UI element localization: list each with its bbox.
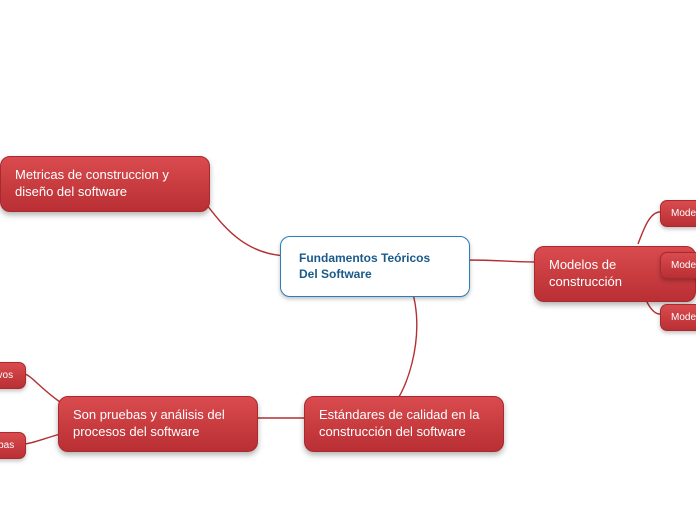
node-pruebas[interactable]: Son pruebas y análisis del procesos del …	[58, 396, 258, 452]
subnode-left-2-label: uebas	[0, 440, 14, 451]
node-estandar-label: Estándares de calidad en la construcción…	[319, 407, 479, 439]
node-estandar[interactable]: Estándares de calidad en la construcción…	[304, 396, 504, 452]
node-metricas-label: Metricas de construccion y diseño del so…	[15, 167, 169, 199]
subnode-left-1-label: etivos	[0, 370, 13, 381]
node-pruebas-label: Son pruebas y análisis del procesos del …	[73, 407, 225, 439]
subnode-modelo-3[interactable]: Modelo	[660, 304, 696, 331]
subnode-modelo-1[interactable]: Modelo	[660, 200, 696, 227]
center-node[interactable]: Fundamentos Teóricos Del Software	[280, 236, 470, 297]
subnode-left-2[interactable]: uebas	[0, 432, 26, 459]
subnode-modelo-3-label: Modelo	[671, 312, 696, 323]
subnode-modelo-2-label: Modelo	[671, 260, 696, 271]
center-label: Fundamentos Teóricos Del Software	[299, 251, 430, 281]
node-metricas[interactable]: Metricas de construccion y diseño del so…	[0, 156, 210, 212]
node-modelos-label: Modelos de construcción	[549, 257, 622, 289]
subnode-left-1[interactable]: etivos	[0, 362, 26, 389]
subnode-modelo-1-label: Modelo	[671, 208, 696, 219]
subnode-modelo-2[interactable]: Modelo	[660, 252, 696, 279]
